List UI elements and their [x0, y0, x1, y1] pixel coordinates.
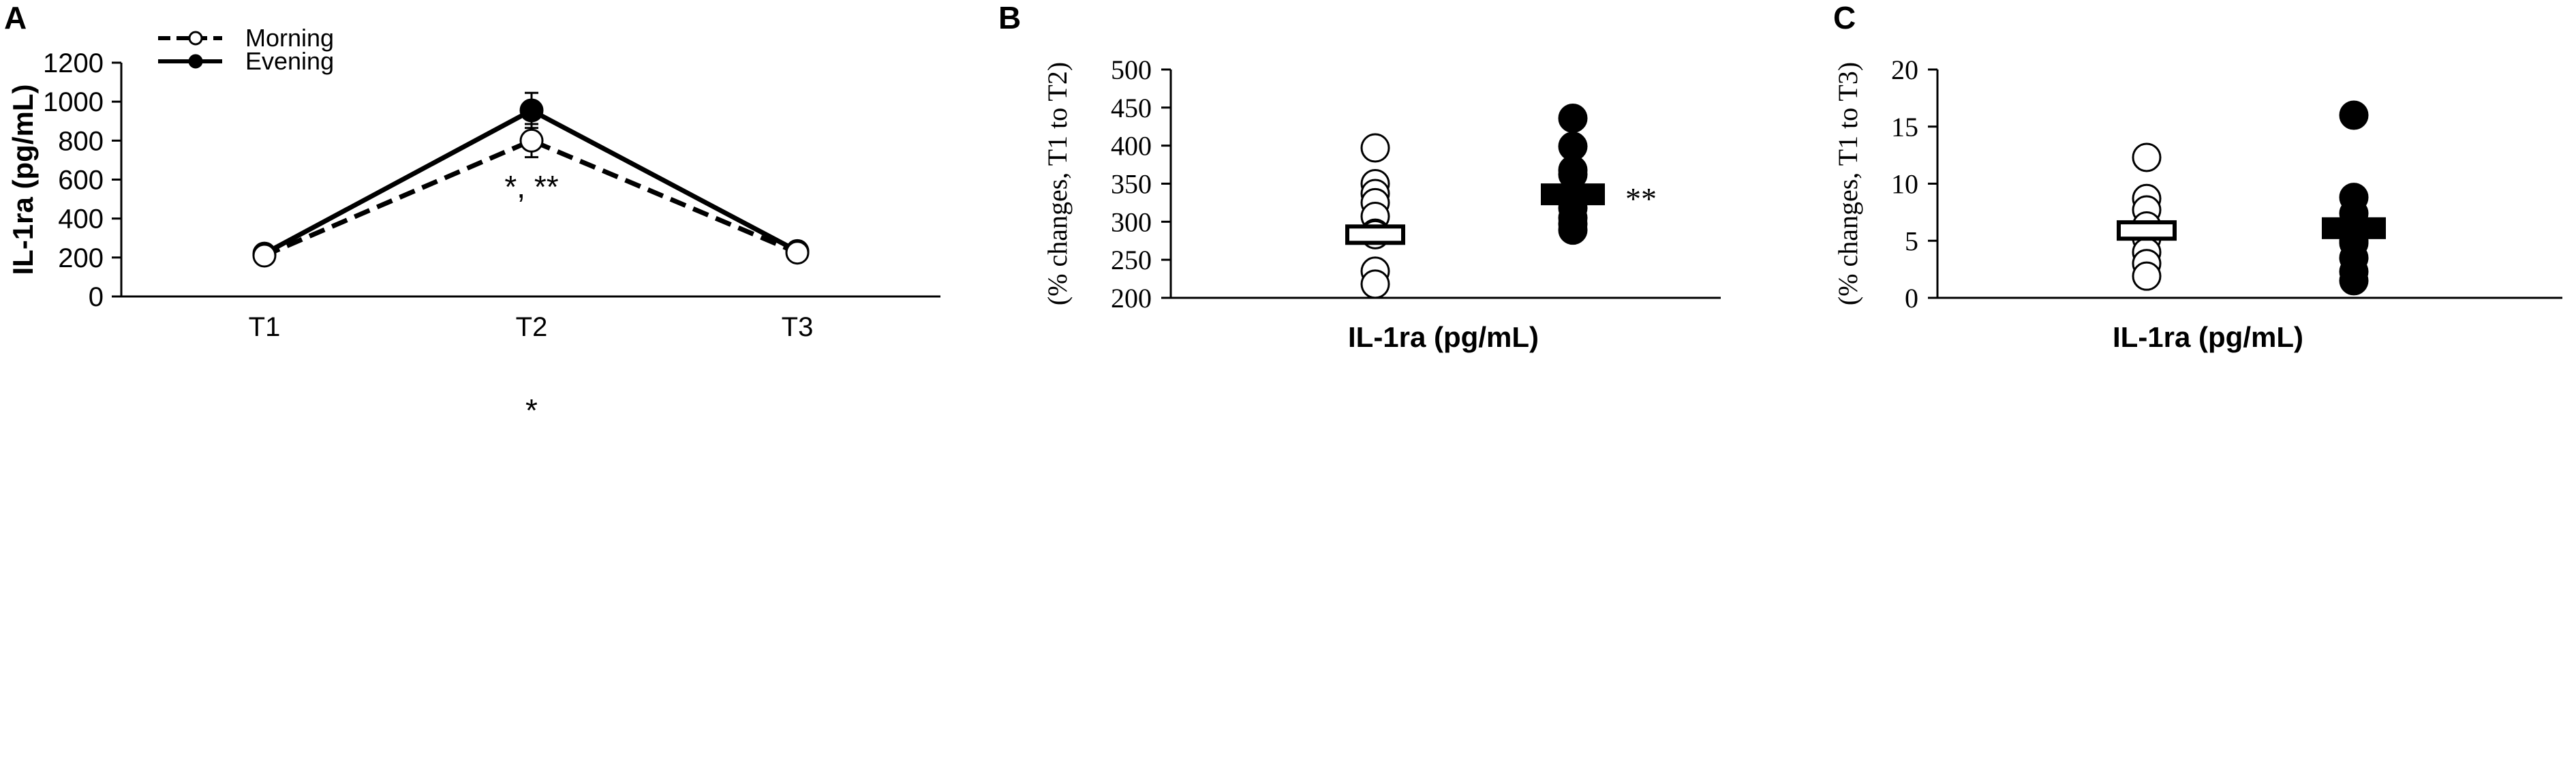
significance-marker: ** [1625, 181, 1657, 216]
y-tick-label: 15 [1891, 112, 1918, 142]
mean-bar [2322, 217, 2386, 239]
y-tick-label: 1000 [43, 87, 104, 117]
y-tick-label: 500 [1111, 55, 1152, 85]
legend-marker [188, 31, 203, 46]
y-tick-label: 10 [1891, 169, 1918, 200]
y-axis-title: (% changes, T1 to T2) [1042, 62, 1073, 305]
plot-marks [2117, 100, 2386, 296]
data-point [1360, 133, 1390, 163]
legend-label: Evening [245, 47, 334, 75]
y-tick-label: 400 [58, 204, 104, 234]
mean-bar [1345, 224, 1405, 245]
x-tick-label: T1 [249, 312, 281, 342]
y-tick-label: 600 [58, 166, 104, 196]
y-tick-label: 200 [58, 243, 104, 273]
y-tick-label: 250 [1111, 245, 1152, 275]
plot-marks: *, ** * [252, 91, 810, 428]
data-point [1360, 269, 1390, 299]
panel-c-scatter-chart: 0 5 10 15 20 (% changes, T1 to T3) IL-1ra (pg/… [1833, 55, 2562, 353]
y-tick-label: 300 [1111, 207, 1152, 237]
panel-label-a: A [4, 0, 27, 35]
plot-marks: ** [1345, 103, 1657, 299]
data-point [1558, 215, 1588, 245]
y-tick-label: 0 [89, 282, 104, 312]
axes: 0 5 10 15 20 (% changes, T1 to T3) IL-1ra (pg/… [1833, 55, 2562, 353]
axes: 0 200 400 600 800 1000 1200 T1 T2 T3 IL-1ra (pg/mL… [7, 48, 940, 342]
x-tick-label: T2 [516, 312, 548, 342]
y-tick-label: 200 [1111, 283, 1152, 314]
y-axis-title: (% changes, T1 to T3) [1833, 62, 1863, 305]
x-axis-title: IL-1ra (pg/mL) [2113, 321, 2303, 353]
y-tick-label: 800 [58, 126, 104, 156]
x-tick-label: T3 [782, 312, 814, 342]
data-point [519, 128, 544, 153]
axes: 200 250 300 350 400 450 500 (% changes, T1 to T… [1042, 55, 1721, 353]
y-tick-label: 1200 [43, 48, 104, 78]
legend-label: Morning [245, 24, 334, 52]
panel-label-b: B [998, 0, 1021, 35]
panel-b-scatter-chart: 200 250 300 350 400 450 500 (% changes, T1 to T… [1042, 55, 1721, 353]
y-tick-label: 450 [1111, 93, 1152, 123]
data-point [1558, 103, 1588, 133]
x-axis-title: IL-1ra (pg/mL) [1348, 321, 1539, 353]
data-point [2339, 100, 2369, 130]
data-point [519, 98, 544, 123]
y-tick-label: 5 [1905, 226, 1918, 256]
y-tick-label: 0 [1905, 283, 1918, 314]
data-point [252, 243, 277, 268]
y-tick-label: 350 [1111, 169, 1152, 200]
data-point [2339, 266, 2369, 296]
y-tick-label: 400 [1111, 131, 1152, 162]
mean-bar [1541, 183, 1605, 206]
legend-marker [188, 54, 203, 69]
significance-marker: *, ** [504, 169, 558, 204]
y-tick-label: 20 [1891, 55, 1918, 85]
mean-bar [2117, 220, 2177, 241]
panel-label-c: C [1833, 0, 1856, 35]
y-axis-title: IL-1ra (pg/mL) [7, 85, 39, 275]
data-point [2132, 142, 2162, 172]
data-point [785, 241, 810, 265]
data-point [2132, 261, 2162, 291]
significance-marker: * [525, 393, 538, 428]
